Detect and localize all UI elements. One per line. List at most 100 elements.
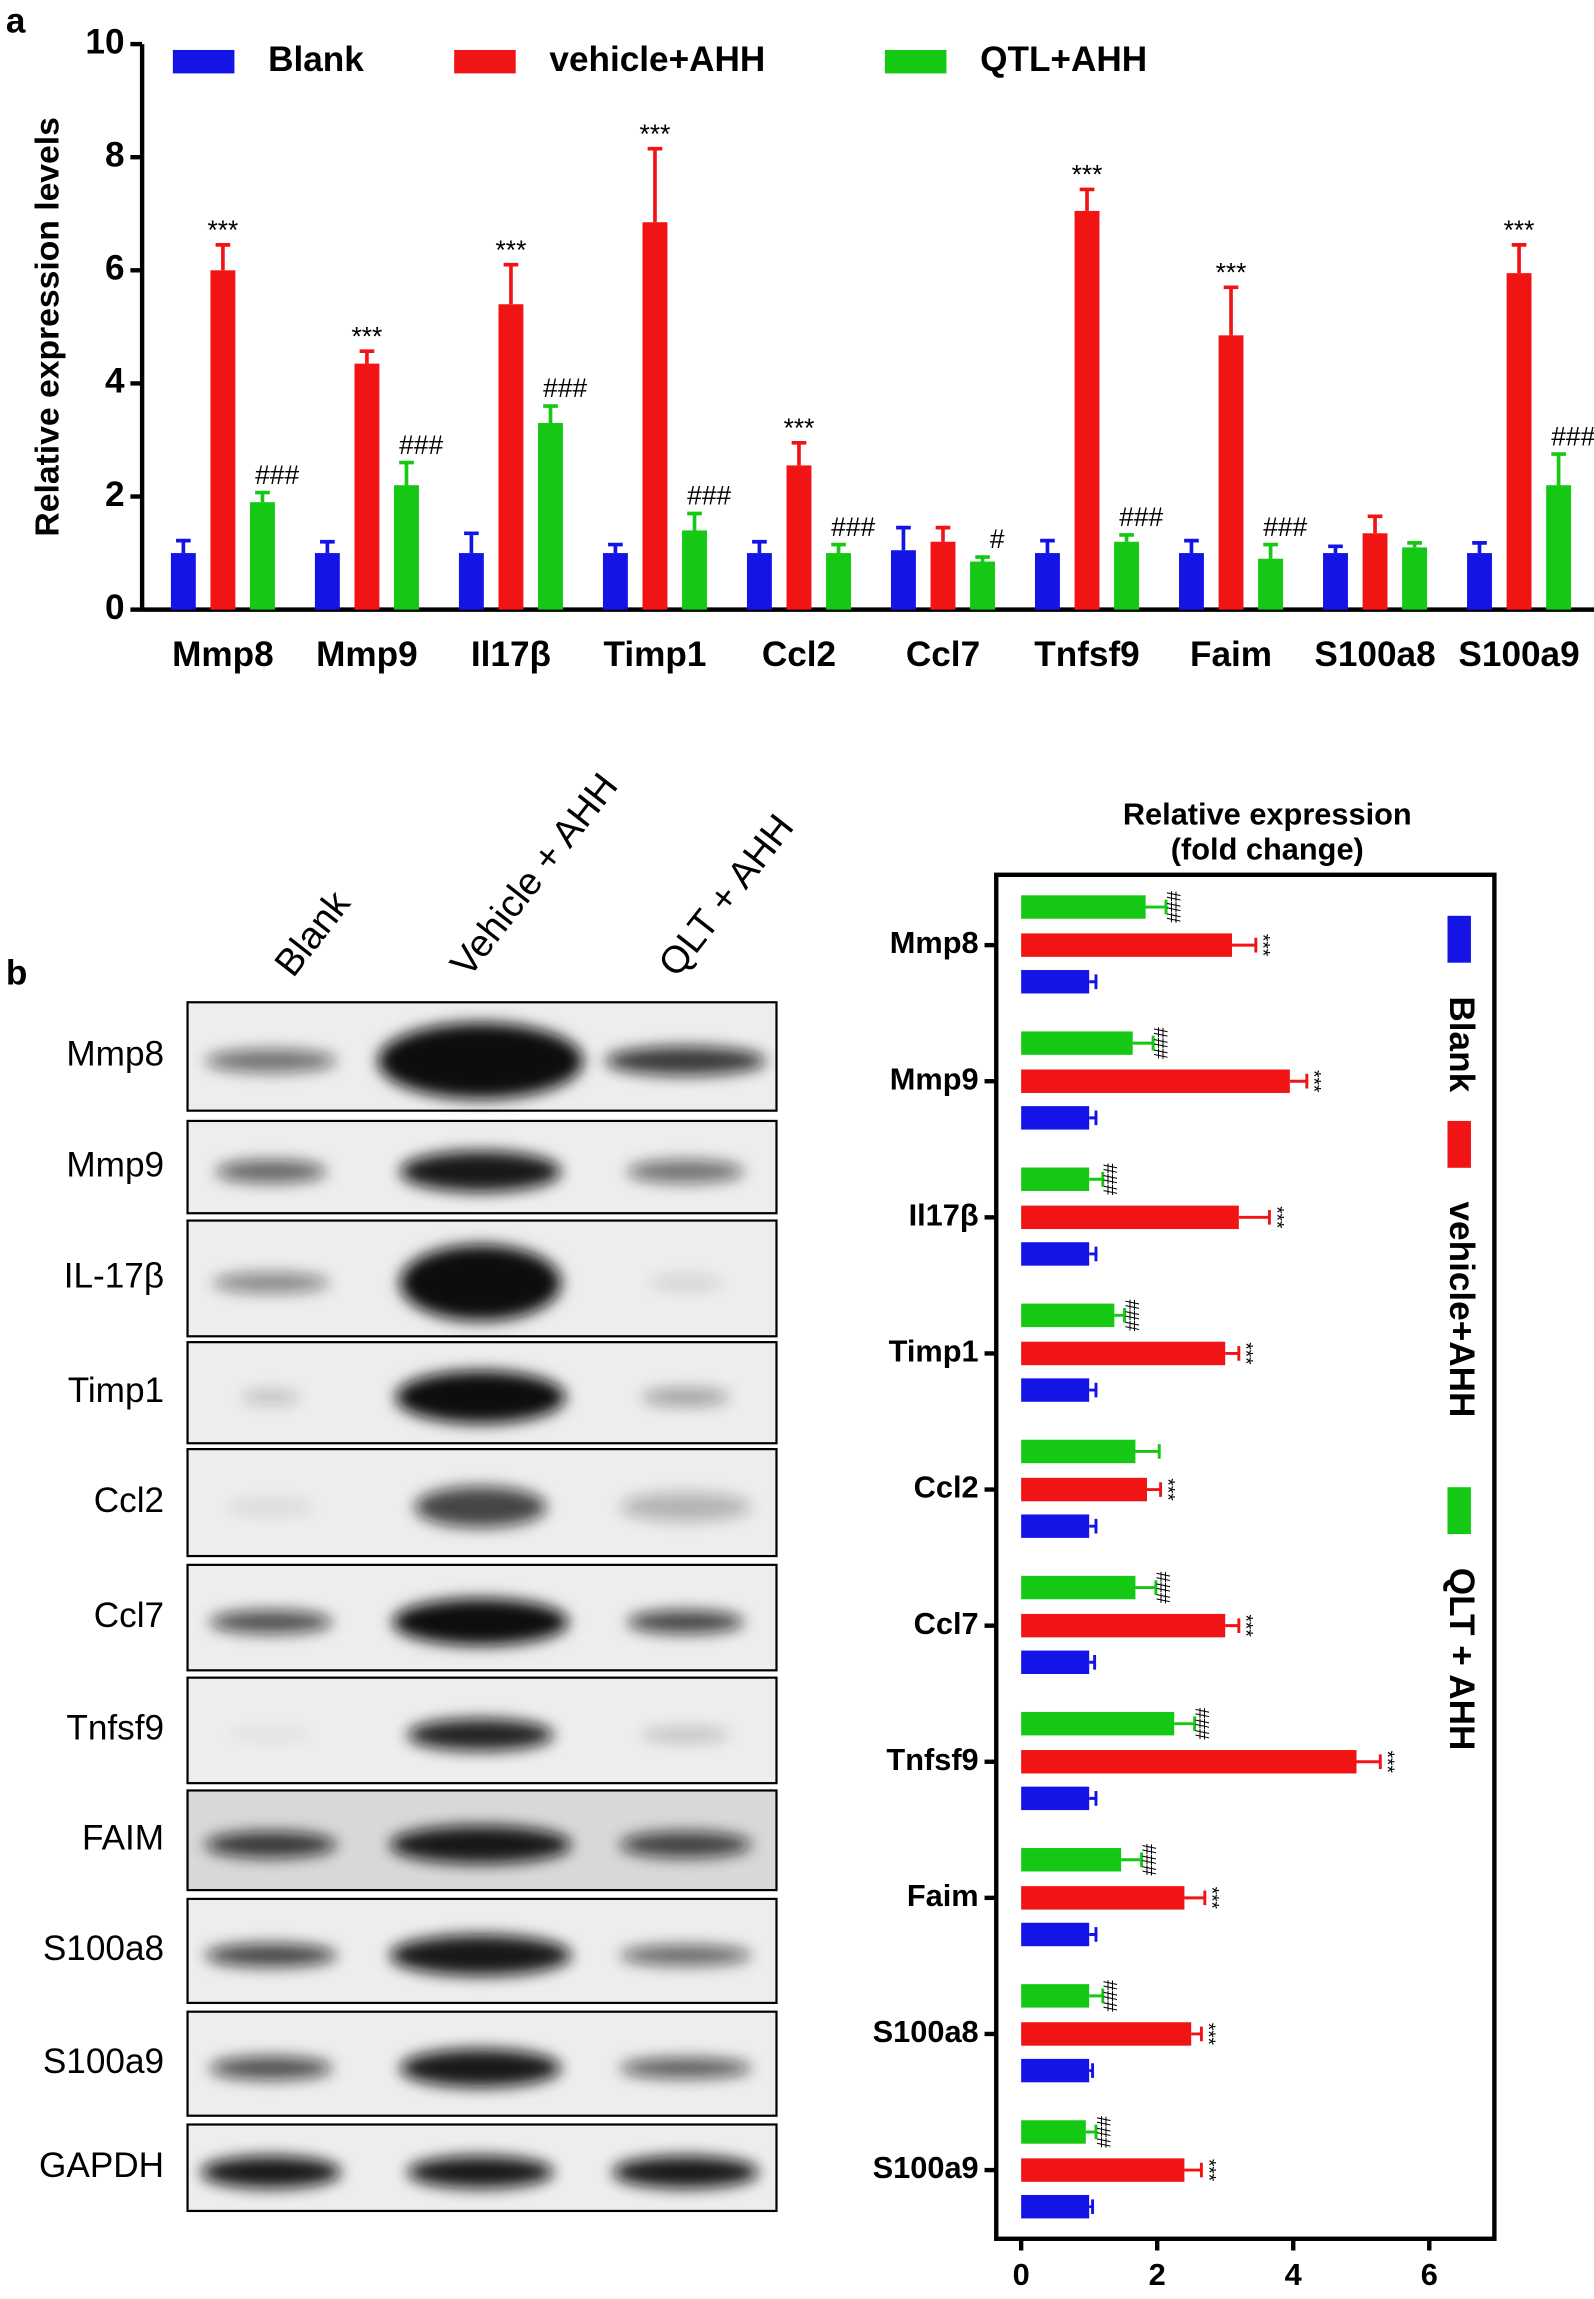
blot-band [399,2049,562,2088]
error-bar [896,525,911,551]
blot-band [209,2056,333,2080]
bar [1021,1786,1090,1811]
bar [1021,1514,1090,1538]
y-tick-label: S100a8 [873,2014,979,2049]
x-tick-label: S100a8 [1314,635,1435,674]
blot-band [641,1727,730,1743]
x-tick-label: Mmp8 [172,635,274,674]
bar [1323,553,1348,610]
legend-label: QTL+AHH [980,40,1147,79]
y-tick-label: 10 [85,22,124,61]
error-bar [1089,1518,1098,1534]
blot-row-label: Timp1 [68,1371,164,1410]
y-tick-label: Ccl2 [914,1470,979,1505]
legend-swatch [172,49,235,74]
error-bar [1328,544,1343,554]
bar [354,363,380,610]
y-tick-label: 8 [105,135,125,174]
blot-band [215,1159,327,1184]
significance-label: *** [1216,257,1247,287]
significance-label: ### [255,460,299,490]
error-bar [215,243,231,271]
bar [1021,1242,1090,1266]
bar [1402,547,1428,610]
error-bar [543,404,558,423]
error-bar [1089,1171,1105,1187]
blot-band [619,2057,752,2079]
significance-label: ### [1099,1163,1120,1195]
significance-label: ### [1551,421,1594,451]
blot-band [205,1831,337,1858]
error-bar [1114,1308,1127,1323]
bar [682,530,707,610]
error-bar [975,555,990,562]
significance-label: ### [1162,891,1183,923]
bar [1021,1984,1090,2008]
error-bar [1184,2162,1203,2178]
bar [1021,1575,1136,1600]
significance-label: ### [543,373,587,403]
legend-swatch [884,49,947,74]
bar [1506,273,1532,610]
blot-row-label: IL-17β [64,1257,164,1296]
x-tick-label: 4 [1285,2257,1302,2292]
blot-row-label: Mmp8 [66,1035,164,1074]
bar [1021,2120,1086,2144]
bar [314,553,340,610]
significance-label: *** [1197,2023,1218,2046]
bar [1021,1205,1239,1230]
bar [1021,2058,1090,2083]
blot-row-label: GAPDH [39,2146,164,2185]
legend-swatch [1447,1120,1471,1168]
bar [1218,335,1244,610]
bar [1021,1922,1090,1947]
bar [1179,553,1204,610]
error-bar [1223,285,1239,336]
error-bar [1089,2199,1095,2215]
blot-band [619,1945,752,1966]
error-bar [1407,541,1422,548]
blot-band [392,1598,569,1646]
legend-label: QLT + AHH [1442,1568,1481,1751]
x-tick-label: Tnfsf9 [1034,635,1139,674]
error-bar [1356,1754,1382,1770]
blot-band [399,1244,562,1321]
significance-label: ### [1119,502,1163,532]
error-bar [1089,2063,1095,2078]
error-bar [831,542,846,554]
bar [1114,541,1140,610]
blot-band [641,1388,730,1406]
error-bar [176,538,191,554]
legend-label: vehicle+AHH [1442,1202,1481,1418]
x-tick-label: Faim [1190,635,1272,674]
significance-label: ### [1137,1844,1158,1876]
blot-band [649,1275,723,1291]
bar [1021,1886,1185,1910]
blot-band [407,1718,554,1751]
error-bar [464,531,479,554]
x-tick-label: Mmp9 [316,635,418,674]
blot-row-label: S100a9 [43,2042,164,2081]
y-tick-label: Il17β [909,1197,979,1232]
panel-label: b [6,954,27,993]
bar [210,270,236,610]
bar [1021,1031,1133,1055]
significance-label: ### [831,512,875,542]
error-bar [791,440,807,466]
bar [826,553,851,610]
bar [1362,533,1388,610]
x-tick-label: Timp1 [604,635,707,674]
error-bar [1135,1580,1158,1595]
error-bar [1551,452,1566,486]
significance-label: *** [1376,1751,1397,1774]
significance-label: *** [1504,215,1535,245]
bar [1258,558,1284,610]
blot-row-label: Tnfsf9 [66,1709,164,1748]
chart-title: Relative expression [1123,796,1412,831]
error-bar [1121,1852,1144,1868]
legend-swatch [454,49,516,74]
error-bar [1040,538,1055,554]
bar [1021,1303,1115,1328]
error-bar [1472,541,1487,554]
